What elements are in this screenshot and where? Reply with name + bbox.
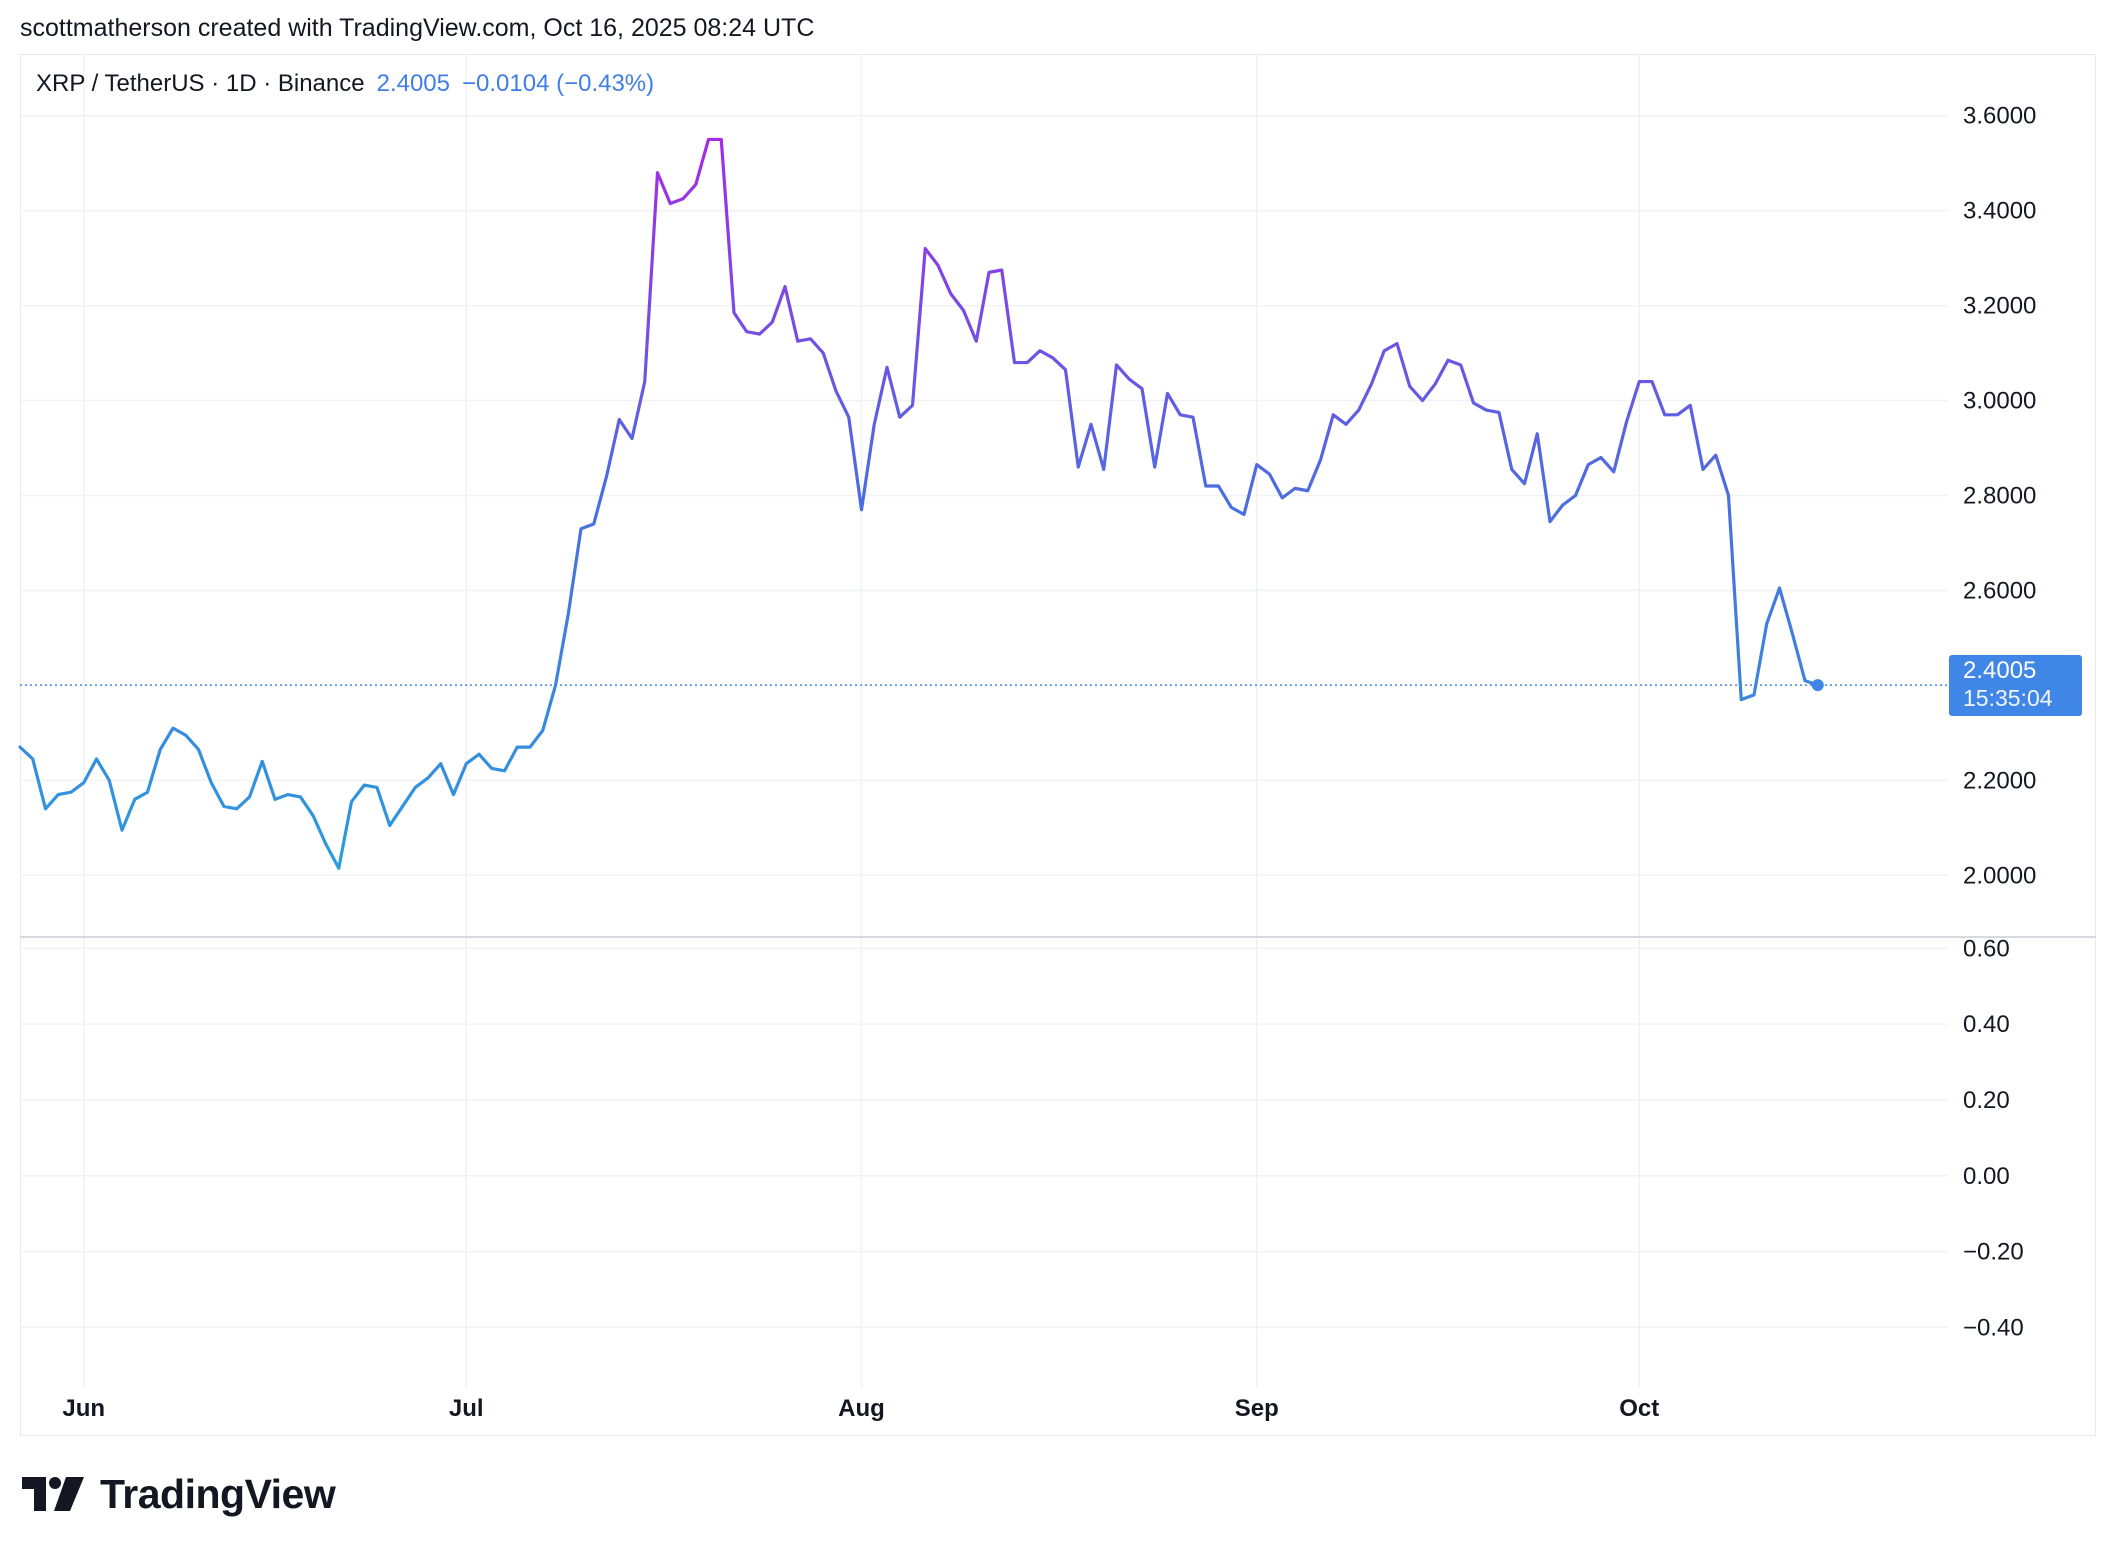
price-tick-label: 3.0000	[1963, 388, 2036, 415]
axis-ticks: 3.6000 3.4000 3.2000 3.0000 2.8000 2.6000 2.20…	[62, 103, 2036, 1422]
month-tick-label: Jul	[449, 1395, 484, 1422]
price-tick-label: 2.0000	[1963, 862, 2036, 889]
indicator-tick-label: 0.40	[1963, 1011, 2010, 1038]
price-tick-label: 2.8000	[1963, 483, 2036, 510]
indicator-tick-label: 0.20	[1963, 1087, 2010, 1114]
legend-price: 2.4005	[376, 70, 450, 97]
price-tick-label: 2.6000	[1963, 577, 2036, 604]
price-tick-label: 3.6000	[1963, 103, 2036, 130]
indicator-tick-label: −0.20	[1963, 1239, 2024, 1266]
tradingview-logo-icon	[22, 1477, 84, 1511]
indicator-tick-label: 0.00	[1963, 1163, 2010, 1190]
price-axis-label: 2.4005 15:35:04	[1949, 655, 2082, 717]
price-tick-label: 3.2000	[1963, 293, 2036, 320]
month-tick-label: Sep	[1235, 1395, 1279, 1422]
last-price-marker	[1811, 679, 1824, 692]
symbol-legend[interactable]: XRP / TetherUS · 1D · Binance 2.4005 −0.01…	[36, 70, 654, 98]
legend-change: −0.0104 (−0.43%)	[462, 70, 655, 97]
bar-countdown: 15:35:04	[1963, 685, 2053, 712]
price-tick-label: 2.2000	[1963, 767, 2036, 794]
indicator-tick-label: 0.60	[1963, 935, 2010, 962]
month-tick-label: Jun	[62, 1395, 105, 1422]
brand-name: TradingView	[100, 1470, 336, 1517]
grid-lines	[20, 54, 1948, 1388]
attribution-text: scottmatherson created with TradingView.…	[20, 14, 815, 42]
indicator-tick-label: −0.40	[1963, 1314, 2024, 1341]
chart-frame[interactable]	[20, 54, 2096, 1436]
month-tick-label: Oct	[1619, 1395, 1659, 1422]
price-tick-label: 3.4000	[1963, 198, 2036, 225]
symbol-name[interactable]: XRP / TetherUS · 1D · Binance	[36, 70, 365, 97]
tradingview-brand[interactable]: TradingView	[22, 1470, 336, 1517]
month-tick-label: Aug	[838, 1395, 885, 1422]
price-series-line	[18, 137, 1820, 870]
price-axis-value: 2.4005	[1963, 657, 2037, 685]
